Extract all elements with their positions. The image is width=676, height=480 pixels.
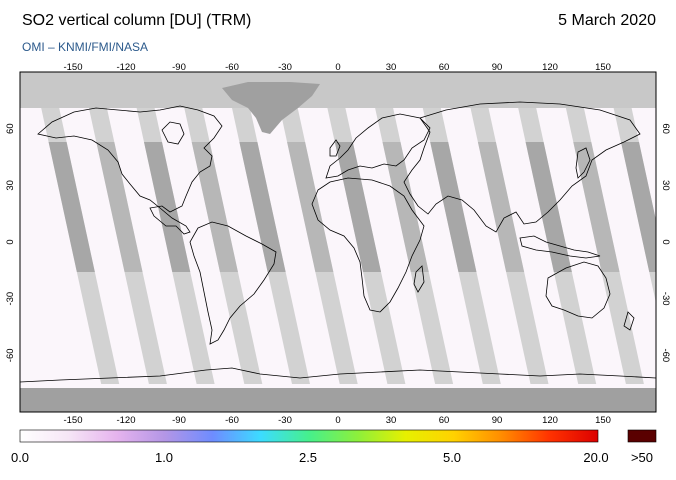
- lat-tick-right-3: -30: [660, 292, 671, 306]
- lon-tick-top-5: 0: [335, 62, 340, 73]
- coastline-north-america: [37, 105, 223, 235]
- lat-tick-left-3: -30: [5, 292, 16, 306]
- lat-tick-right-4: -60: [660, 348, 671, 362]
- greenland-land: [222, 82, 320, 134]
- swath-land-9: [477, 142, 525, 272]
- map-area: [20, 72, 656, 412]
- colorbar-label-0: 0.0: [10, 450, 30, 465]
- colorbar-label-1: 1.0: [154, 450, 174, 465]
- coastline-south-america: [189, 221, 277, 345]
- coastlines: [20, 101, 656, 383]
- lon-tick-bottom-1: -120: [116, 415, 135, 426]
- colorbar-label-2: 2.5: [298, 450, 318, 465]
- swath-land-4: [239, 142, 286, 272]
- lon-tick-top-8: 90: [492, 62, 503, 73]
- data-credit: OMI – KNMI/FMI/NASA: [22, 40, 149, 54]
- lon-tick-bottom-10: 150: [595, 415, 611, 426]
- lat-tick-right-1: 30: [660, 180, 671, 191]
- map-title: SO2 vertical column [DU] (TRM): [22, 12, 252, 29]
- lon-tick-top-9: 120: [542, 62, 558, 73]
- lon-tick-bottom-3: -60: [225, 415, 239, 426]
- polar-night-north: [20, 72, 656, 108]
- swath-land-6: [334, 142, 382, 272]
- coastline-europe: [325, 113, 431, 179]
- colorbar-gradient: [19, 429, 599, 443]
- lon-tick-top-1: -120: [116, 62, 135, 73]
- lon-tick-top-4: -30: [278, 62, 292, 73]
- lat-tick-left-1: 30: [5, 180, 16, 191]
- coastline-antarctica: [20, 367, 656, 383]
- colorbar-label-3: 5.0: [442, 450, 462, 465]
- lon-tick-bottom-6: 30: [386, 415, 397, 426]
- lon-tick-top-7: 60: [439, 62, 450, 73]
- lat-tick-right-0: 60: [660, 123, 671, 134]
- map-frame: [19, 71, 657, 413]
- axis-ticks: -150 -150 -120 -120 -90 -90 -60 -60 -30 -30 0 0 30 30…: [5, 62, 671, 426]
- swath-land-2: [143, 142, 191, 272]
- lon-tick-top-0: -150: [63, 62, 82, 73]
- colorbar-overflow-box: [627, 429, 657, 443]
- lon-tick-bottom-5: 0: [335, 415, 340, 426]
- swath-land-0: [48, 142, 95, 272]
- coastline-africa: [311, 177, 425, 313]
- colorbar-label-4: 20.0: [583, 450, 609, 465]
- lon-tick-bottom-0: -150: [63, 415, 82, 426]
- lat-tick-right-2: 0: [660, 239, 671, 244]
- coastline-new-zealand: [623, 311, 635, 331]
- lon-tick-top-6: 30: [386, 62, 397, 73]
- lon-tick-top-10: 150: [595, 62, 611, 73]
- lon-tick-bottom-8: 90: [492, 415, 503, 426]
- lon-tick-bottom-2: -90: [172, 415, 186, 426]
- lon-tick-top-2: -90: [172, 62, 186, 73]
- swath-land-7: [382, 142, 429, 272]
- coastline-asia: [403, 101, 641, 233]
- lat-tick-left-2: 0: [5, 239, 16, 244]
- swath-land-12: [620, 142, 656, 272]
- coastline-british-isles: [329, 139, 341, 157]
- land-no-data-swaths: [48, 142, 656, 272]
- lon-tick-bottom-9: 120: [542, 415, 558, 426]
- coastline-australia: [545, 261, 611, 319]
- colorbar-label-5: >50: [630, 450, 654, 465]
- lon-tick-top-3: -60: [225, 62, 239, 73]
- lat-tick-left-0: 60: [5, 123, 16, 134]
- polar-no-data-south: [20, 388, 656, 412]
- swath-land-3: [191, 142, 238, 272]
- lon-tick-bottom-7: 60: [439, 415, 450, 426]
- coastline-indonesia: [519, 235, 601, 259]
- coastline-japan: [575, 147, 591, 179]
- lat-tick-left-4: -60: [5, 348, 16, 362]
- swath-land-5: [287, 142, 334, 272]
- swath-land-10: [525, 142, 572, 272]
- lon-tick-bottom-4: -30: [278, 415, 292, 426]
- swath-land-8: [430, 142, 477, 272]
- swath-land-1: [96, 142, 143, 272]
- coastline-madagascar: [413, 265, 425, 293]
- map-date: 5 March 2020: [558, 12, 656, 29]
- coastline-hudson-bay: [161, 121, 185, 145]
- swath-land-11: [573, 142, 620, 272]
